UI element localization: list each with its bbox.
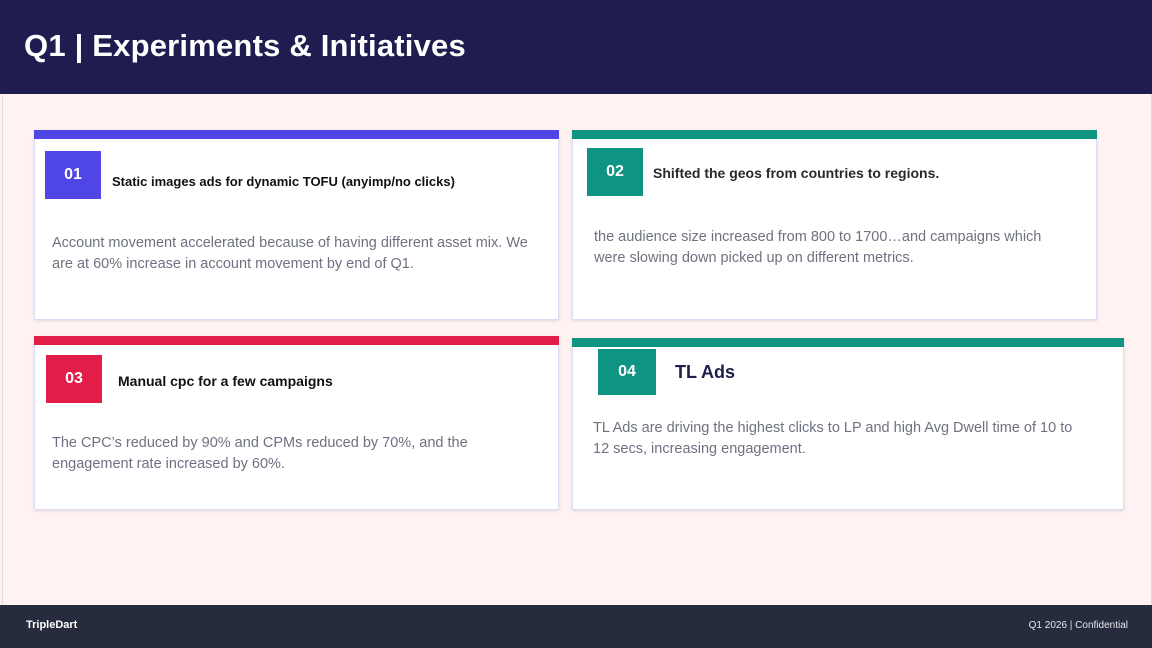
slide-header: Q1 | Experiments & Initiatives <box>0 0 1152 94</box>
card-title: Static images ads for dynamic TOFU (anyi… <box>112 174 455 189</box>
card-title: TL Ads <box>675 362 736 382</box>
slide-title: Q1 | Experiments & Initiatives <box>24 28 466 63</box>
footer-brand-logo: TripleDart <box>26 619 78 631</box>
slide-footer: TripleDart Q1 2026 | Confidential <box>0 605 1152 648</box>
card-accent-bar <box>572 130 1097 139</box>
card-number-badge: 01 <box>45 151 101 199</box>
initiative-card-02: 02 Shifted the geos from countries to re… <box>572 130 1097 320</box>
card-description: TL Ads are driving the highest clicks to… <box>593 420 1073 457</box>
card-accent-bar <box>34 130 559 139</box>
initiative-card-04: 04 TL Ads TL Ads are driving the highest… <box>572 338 1124 510</box>
initiative-card-03: 03 Manual cpc for a few campaigns The CP… <box>34 336 559 510</box>
card-number-badge: 04 <box>598 349 656 395</box>
footer-confidential-label: Q1 2026 | Confidential <box>1028 620 1128 631</box>
card-accent-bar <box>572 338 1124 347</box>
card-number-badge: 03 <box>46 355 102 403</box>
card-description: the audience size increased from 800 to … <box>594 229 1042 266</box>
card-title: Shifted the geos from countries to regio… <box>653 165 940 181</box>
initiative-card-01: 01 Static images ads for dynamic TOFU (a… <box>34 130 559 320</box>
card-description: Account movement accelerated because of … <box>52 235 528 272</box>
card-number-badge: 02 <box>587 148 643 196</box>
card-accent-bar <box>34 336 559 345</box>
card-title: Manual cpc for a few campaigns <box>118 373 333 389</box>
card-description: The CPC’s reduced by 90% and CPMs reduce… <box>52 435 468 472</box>
